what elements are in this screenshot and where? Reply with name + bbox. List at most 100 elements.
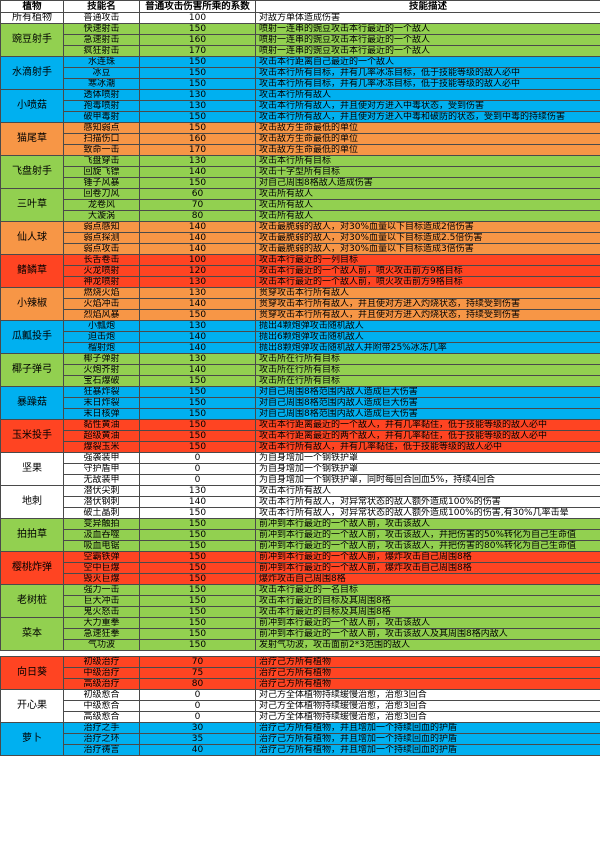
- table-row: 宝石爆破 150 攻击所在行所有目标: [1, 375, 600, 387]
- description-cell: 攻击本行所有目标，并有几率冰冻目标，低于技能等级的敌人必中: [255, 78, 600, 90]
- coefficient-cell: 130: [139, 155, 256, 167]
- description-cell: 抛出6颗炮弹攻击随机敌人: [255, 331, 600, 343]
- skill-name-cell: 空霸铁弹: [63, 551, 140, 563]
- description-cell: 攻击所在行所有目标: [255, 353, 600, 365]
- description-cell: 攻击所在行所有目标: [255, 364, 600, 376]
- skill-name-cell: 孢毒喷射: [63, 100, 140, 112]
- coefficient-cell: 75: [139, 667, 256, 679]
- description-cell: 为自身增加一个钢铁护罩，同时每回合回血5%，持续4回合: [255, 474, 600, 486]
- table-row: 气功波 150 发射气功波，攻击面前2*3范围的敌人: [1, 639, 600, 651]
- skill-name-cell: 超级黄油: [63, 430, 140, 442]
- plant-name-cell: 瓜瓤投手: [0, 320, 64, 354]
- skill-name-cell: 燃烧火焰: [63, 287, 140, 299]
- skill-name-cell: 末日炸裂: [63, 397, 140, 409]
- coefficient-cell: 150: [139, 551, 256, 563]
- table-row: 空中巨爆 150 前冲到本行最近的一个敌人前，爆炸攻击自己周围8格: [1, 562, 600, 574]
- skill-name-cell: 扫描伤口: [63, 133, 140, 145]
- description-cell: 攻击本行距离最近的一个敌人，并有几率黏住，低于技能等级的敌人必中: [255, 419, 600, 431]
- table-row: 樱桃炸弹 空霸铁弹 150 前冲到本行最近的一个敌人前，爆炸攻击自己周围8格: [0, 551, 600, 585]
- table-row: 水滴射手 水连珠 150 攻击本行距离自己最近的一个敌人: [0, 56, 600, 90]
- header-skill: 技能名: [63, 0, 140, 13]
- coefficient-cell: 150: [139, 518, 256, 530]
- skill-name-cell: 回卷刀风: [63, 188, 140, 200]
- table-row: 潜伏钢刺 140 攻击本行所有敌人，对异常状态的敌人额外造成100%的伤害: [1, 496, 600, 508]
- description-cell: 治疗己方所有植物，并且增加一个持续回血的护盾: [255, 733, 600, 745]
- description-cell: 贯穿攻击本行所有敌人，并且使对方进入灼烧状态，持续受到伤害: [255, 298, 600, 310]
- coefficient-cell: 150: [139, 595, 256, 607]
- skill-name-cell: 急速狂拳: [63, 628, 140, 640]
- plant-name-cell: 鳍鳞草: [0, 254, 64, 288]
- coefficient-cell: 140: [139, 342, 256, 354]
- skill-name-cell: 回旋飞镖: [63, 166, 140, 178]
- description-cell: 攻击本行所有敌人，对异常状态的敌人额外造成100%的伤害: [255, 496, 600, 508]
- skill-name-cell: 汲血吞噬: [63, 529, 140, 541]
- coefficient-cell: 150: [139, 375, 256, 387]
- description-cell: 治疗己方所有植物，并且增加一个持续回血的护盾: [255, 722, 600, 734]
- description-cell: 攻击所在行所有目标: [255, 375, 600, 387]
- header-row: 植物 技能名 普通攻击伤害所乘的系数 技能描述: [0, 0, 600, 13]
- coefficient-cell: 150: [139, 507, 256, 519]
- skill-name-cell: 气功波: [63, 639, 140, 651]
- skill-name-cell: 高级治疗: [63, 678, 140, 690]
- table-row: 三叶草 回卷刀风 60 攻击所有敌人: [0, 188, 600, 222]
- table-row: 锤子风暴 150 对自己周围8格敌人造成伤害: [1, 177, 600, 189]
- description-cell: 攻击本行所有敌人，并且使对方进入中毒和破防的状态，受到中毒的持续伤害: [255, 111, 600, 123]
- skill-name-cell: 黏性黄油: [63, 419, 140, 431]
- coefficient-cell: 130: [139, 353, 256, 365]
- plant-name-cell: 水滴射手: [0, 56, 64, 90]
- table-row: 榴射炮 140 抛出8颗炮弹攻击随机敌人并附带25%冰冻几率: [1, 342, 600, 354]
- description-cell: 治疗己方所有植物: [255, 656, 600, 668]
- header-description: 技能描述: [255, 0, 600, 13]
- skill-name-cell: 治疗之手: [63, 722, 140, 734]
- description-cell: 攻击最脆弱的敌人，对30%血量以下目标造成3倍伤害: [255, 243, 600, 255]
- skill-name-cell: 末日核弹: [63, 408, 140, 420]
- coefficient-cell: 130: [139, 320, 256, 332]
- description-cell: 攻击所有敌人: [255, 188, 600, 200]
- coefficient-cell: 170: [139, 144, 256, 156]
- coefficient-cell: 140: [139, 232, 256, 244]
- coefficient-cell: 150: [139, 56, 256, 68]
- table-row: 高级愈合 0 对己方全体植物持续缓慢治愈，治愈3回合: [1, 711, 600, 723]
- description-cell: 喷射一连串的豌豆攻击本行最近的一个敌人: [255, 34, 600, 46]
- description-cell: 前冲到本行最近的一个敌人前，攻击该敌人及其周围8格内敌人: [255, 628, 600, 640]
- description-cell: 攻击所有敌人: [255, 199, 600, 211]
- skill-name-cell: 小瓢炮: [63, 320, 140, 332]
- table-row: 豌豆射手 快速射击 150 喷射一连串的豌豆攻击本行最近的一个敌人: [0, 23, 600, 57]
- skill-name-cell: 榴射炮: [63, 342, 140, 354]
- skill-name-cell: 潜伏钢刺: [63, 496, 140, 508]
- table-row: 末日核弹 150 对自己周围8格范围内敌人造成巨大伤害: [1, 408, 600, 420]
- plant-name-cell: 坚果: [0, 452, 64, 486]
- table-row: 冰豆 150 攻击本行所有目标，并有几率冰冻目标，低于技能等级的敌人必中: [1, 67, 600, 79]
- description-cell: 对自己周围8格范围内敌人造成巨大伤害: [255, 386, 600, 398]
- plant-name-cell: 猫尾草: [0, 122, 64, 156]
- plant-name-cell: 萝卜: [0, 722, 64, 756]
- table-row: 火炮齐射 140 攻击所在行所有目标: [1, 364, 600, 376]
- skill-name-cell: 守护盾甲: [63, 463, 140, 475]
- coefficient-cell: 130: [139, 89, 256, 101]
- table-row: 龙卷风 70 攻击所有敌人: [1, 199, 600, 211]
- table-row: 椰子弹弓 椰子弹射 130 攻击所在行所有目标: [0, 353, 600, 387]
- coefficient-cell: 150: [139, 23, 256, 35]
- skill-name-cell: 迫击炮: [63, 331, 140, 343]
- description-cell: 攻击本行最近的一个敌人前，喷火攻击前方9格目标: [255, 276, 600, 288]
- coefficient-cell: 140: [139, 331, 256, 343]
- skill-name-cell: 弱点攻击: [63, 243, 140, 255]
- skill-name-cell: 感知弱点: [63, 122, 140, 134]
- skill-name-cell: 宝石爆破: [63, 375, 140, 387]
- description-cell: 对己方全体植物持续缓慢治愈，治愈3回合: [255, 711, 600, 723]
- plant-name-cell: 三叶草: [0, 188, 64, 222]
- table-row: 老树桩 强力一击 150 攻击本行最近的一名目标: [0, 584, 600, 618]
- table-row: 拍拍草 变异触拍 150 前冲到本行最近的一个敌人前，攻击该敌人: [0, 518, 600, 552]
- plant-name-cell: 所有植物: [0, 12, 64, 24]
- plant-name-cell: 拍拍草: [0, 518, 64, 552]
- table-row: 飞盘射手 飞盘穿击 130 攻击本行所有目标: [0, 155, 600, 189]
- table-row: 中级治疗 75 治疗己方所有植物: [1, 667, 600, 679]
- description-cell: 抛出4颗炮弹攻击随机敌人: [255, 320, 600, 332]
- coefficient-cell: 80: [139, 210, 256, 222]
- coefficient-cell: 140: [139, 496, 256, 508]
- skill-name-cell: 弱点探测: [63, 232, 140, 244]
- description-cell: 攻击本行所有目标: [255, 155, 600, 167]
- skill-name-cell: 火焰冲击: [63, 298, 140, 310]
- coefficient-cell: 150: [139, 573, 256, 585]
- coefficient-cell: 120: [139, 265, 256, 277]
